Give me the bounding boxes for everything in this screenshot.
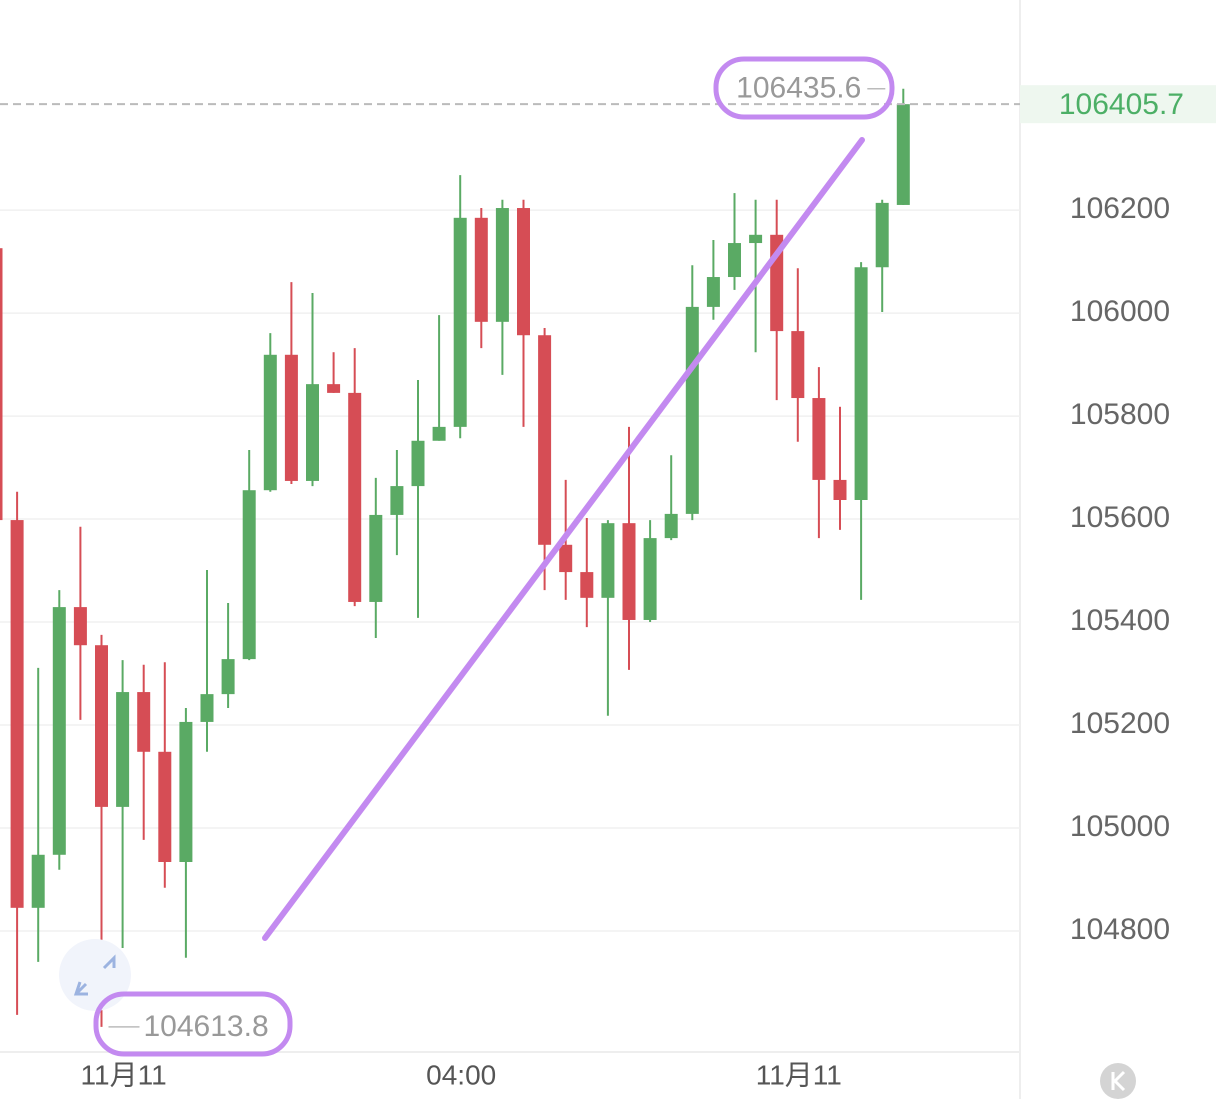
candle-body <box>728 243 741 278</box>
candle-body <box>664 513 678 539</box>
expand-icon <box>73 954 116 996</box>
candle-body <box>854 267 868 500</box>
candle-body <box>812 398 826 480</box>
candle-body <box>52 607 66 855</box>
candle-body <box>390 486 404 515</box>
candle-body <box>833 479 847 500</box>
candle-body <box>306 384 319 481</box>
candle-body <box>559 544 573 573</box>
candle-body <box>791 331 805 399</box>
last-price-box <box>1020 85 1216 124</box>
candle-body <box>348 392 362 602</box>
labels: 104800 105000 105200 105400 105600 105800 1060… <box>0 72 1216 1090</box>
candle-body <box>474 217 488 322</box>
candle-body <box>580 572 594 598</box>
candle-body <box>0 248 3 521</box>
scroll-icon <box>1111 1070 1126 1092</box>
candles <box>0 88 910 1027</box>
drawn-trend-line <box>262 137 865 941</box>
candle-body <box>242 490 256 660</box>
candle-body <box>73 607 87 646</box>
drawn-highlight <box>93 991 293 1057</box>
candle-body <box>327 384 341 393</box>
candle-body <box>538 335 552 545</box>
y-tick-label: 105000 <box>1070 810 1170 843</box>
candle-body <box>10 520 24 908</box>
candle-body <box>453 217 467 427</box>
candle-body <box>263 354 277 491</box>
candle-body <box>31 854 45 908</box>
y-tick-label: 104800 <box>1070 913 1170 946</box>
y-tick-label: 106000 <box>1070 295 1170 328</box>
candle-body <box>116 692 130 807</box>
candle-body <box>875 202 889 268</box>
y-tick-label: 105200 <box>1070 707 1170 740</box>
candle-body <box>601 523 615 598</box>
last-price-label: 106405.7 <box>1059 88 1184 121</box>
x-tick-label: 04:00 <box>426 1059 496 1090</box>
y-tick-label: 105400 <box>1070 604 1170 637</box>
min-marker-label: 104613.8 <box>144 1010 269 1043</box>
candle-body <box>749 234 763 244</box>
y-tick-label: 106200 <box>1070 192 1170 225</box>
max-marker-label: 106435.6 <box>736 72 861 105</box>
expand-button[interactable] <box>59 939 131 1011</box>
scroll-button[interactable] <box>1100 1063 1136 1099</box>
candle-body <box>284 354 298 481</box>
candle-body <box>495 208 509 322</box>
candle-body <box>622 523 636 620</box>
y-tick-label: 105600 <box>1070 501 1170 534</box>
candle-body <box>221 659 235 695</box>
candle-body <box>685 306 699 514</box>
candle-body <box>369 514 383 602</box>
y-tick-label: 105800 <box>1070 398 1170 431</box>
x-tick-label: 11月11 <box>81 1059 167 1090</box>
candle-body <box>179 721 193 862</box>
candle-body <box>95 645 108 807</box>
candle-body <box>411 440 425 487</box>
candle-body <box>137 692 151 752</box>
candle-body <box>517 208 530 336</box>
candle-body <box>896 104 910 205</box>
candle-body <box>643 538 657 620</box>
candle-body <box>432 426 446 441</box>
candle-body <box>158 751 172 862</box>
x-tick-label: 11月11 <box>756 1059 842 1090</box>
candle-body <box>200 694 214 722</box>
drawn-highlight <box>713 56 895 120</box>
candle-body <box>706 277 720 307</box>
